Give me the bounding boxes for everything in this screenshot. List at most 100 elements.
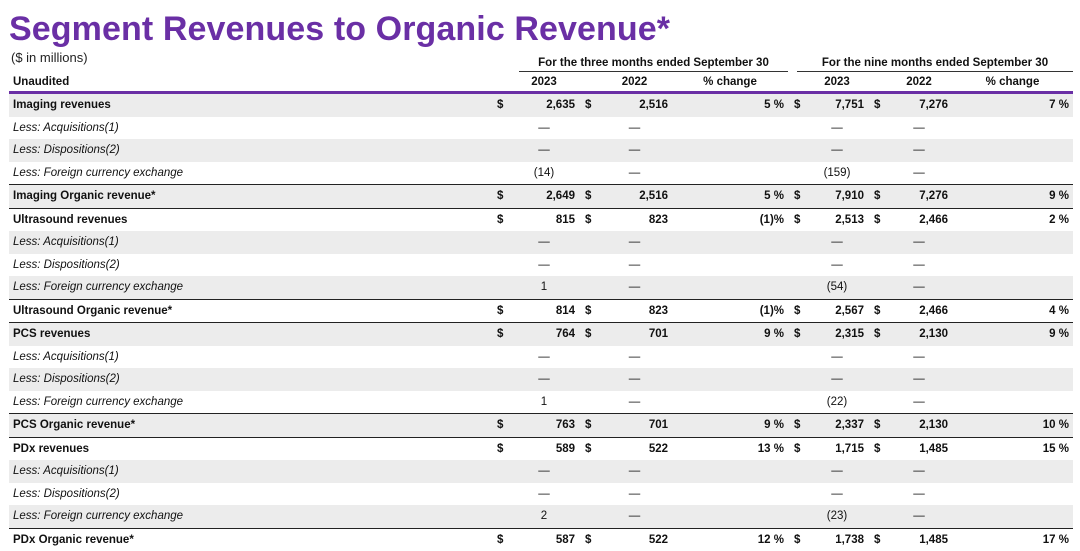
pct-change-three: 13 % — [757, 442, 784, 455]
row-label: Less: Acquisitions(1) — [9, 460, 491, 483]
value-2022-three: 701 — [597, 322, 672, 346]
value-2023-nine: 2,337 — [806, 413, 868, 437]
three-months-group-header: For the three months ended September 30 — [519, 55, 788, 72]
value-2022-three: — — [628, 258, 641, 271]
pct-change-nine: 2 % — [1049, 213, 1069, 226]
dollar-sign: $ — [794, 304, 801, 317]
value-2022-three: 2,516 — [597, 184, 672, 208]
pct-change-nine: 7 % — [952, 92, 1073, 117]
dollar-sign — [579, 368, 597, 391]
value-2023-nine: 7,910 — [806, 184, 868, 208]
dollar-sign: $ — [579, 92, 597, 117]
value-2023-nine: 2,315 — [806, 322, 868, 346]
row-label: PDx revenues — [13, 442, 90, 455]
dollar-sign: $ — [874, 213, 881, 226]
pct-change-three: (1)% — [759, 213, 784, 226]
dollar-sign — [579, 483, 597, 506]
value-2022-nine: — — [913, 350, 925, 363]
col-2022-three: 2022 — [621, 76, 648, 88]
value-2022-nine: — — [913, 166, 925, 179]
value-2023-nine: — — [831, 121, 843, 134]
dollar-sign — [788, 391, 806, 414]
value-2022-three: — — [628, 487, 641, 500]
pct-change-nine — [952, 254, 1073, 277]
pct-change-nine — [952, 117, 1073, 140]
value-2022-three: — — [628, 166, 641, 179]
pct-change-three: (1)% — [759, 304, 784, 317]
pct-change-three: 9 % — [672, 322, 788, 346]
value-2023-three: — — [538, 258, 550, 271]
value-2023-three: 2,649 — [509, 184, 579, 208]
pct-change-nine — [952, 368, 1073, 391]
value-2022-nine: — — [913, 395, 925, 408]
pct-change-three — [672, 391, 788, 414]
pct-change-three — [672, 368, 788, 391]
value-2023-three: — — [509, 460, 579, 483]
dollar-sign — [788, 346, 806, 369]
dollar-sign: $ — [497, 533, 504, 546]
dollar-sign — [788, 162, 806, 185]
dollar-sign — [491, 117, 509, 140]
value-2023-three: 815 — [555, 213, 575, 226]
dollar-sign: $ — [794, 213, 801, 226]
dollar-sign: $ — [585, 213, 592, 226]
dollar-sign — [491, 276, 509, 299]
value-2022-three: 522 — [648, 442, 668, 455]
value-2023-nine: — — [806, 368, 868, 391]
value-2022-three: — — [628, 395, 641, 408]
dollar-sign — [579, 254, 597, 277]
value-2022-three: — — [597, 460, 672, 483]
dollar-sign — [491, 368, 509, 391]
col-pct-nine: % change — [985, 76, 1040, 88]
value-2023-nine: (22) — [826, 395, 848, 408]
pct-change-three — [672, 460, 788, 483]
dollar-sign — [868, 505, 886, 528]
dollar-sign — [788, 368, 806, 391]
value-2023-nine: — — [831, 487, 843, 500]
dollar-sign — [579, 117, 597, 140]
value-2023-nine: (23) — [806, 505, 868, 528]
col-2022-nine: 2022 — [906, 76, 932, 88]
value-2023-three: — — [509, 139, 579, 162]
table-row: PDx Organic revenue* $587 $522 12 % $1,738 $1… — [9, 528, 1073, 551]
pct-change-three — [672, 483, 788, 506]
value-2022-nine: — — [913, 121, 925, 134]
value-2023-nine: — — [806, 231, 868, 254]
value-2023-nine: 1,715 — [835, 442, 864, 455]
table-row: PCS Organic revenue* $763 $701 9 % $2,337 $2,… — [9, 413, 1073, 437]
table-row: PCS revenues $764 $701 9 % $2,315 $2,130 9 % — [9, 322, 1073, 346]
value-2022-nine: — — [886, 368, 952, 391]
value-2023-nine: 2,513 — [835, 213, 864, 226]
pct-change-three — [672, 346, 788, 369]
row-label: Less: Foreign currency exchange — [13, 395, 184, 408]
value-2023-three: — — [538, 121, 550, 134]
dollar-sign — [579, 505, 597, 528]
table-row: Less: Dispositions(2) — — — — — [9, 254, 1073, 277]
dollar-sign — [491, 139, 509, 162]
value-2023-nine: (54) — [806, 276, 868, 299]
dollar-sign — [491, 391, 509, 414]
dollar-sign — [868, 254, 886, 277]
table-row: Less: Acquisitions(1) — — — — — [9, 346, 1073, 369]
dollar-sign — [868, 276, 886, 299]
table-row: Less: Dispositions(2) — — — — — [9, 139, 1073, 162]
value-2023-nine: (159) — [823, 166, 851, 179]
value-2023-three: — — [538, 350, 550, 363]
row-label: Less: Acquisitions(1) — [13, 350, 119, 363]
value-2022-three: 823 — [648, 213, 668, 226]
dollar-sign — [788, 117, 806, 140]
value-2023-nine: 1,738 — [835, 533, 864, 546]
pct-change-nine: 17 % — [1042, 533, 1069, 546]
dollar-sign: $ — [491, 92, 509, 117]
value-2023-three: 2 — [509, 505, 579, 528]
row-label: Ultrasound revenues — [13, 213, 128, 226]
value-2022-three: 823 — [648, 304, 668, 317]
pct-change-three — [672, 139, 788, 162]
value-2023-three: 764 — [509, 322, 579, 346]
value-2023-three: — — [509, 231, 579, 254]
dollar-sign — [868, 391, 886, 414]
table-row: Ultrasound Organic revenue* $814 $823 (1)% $… — [9, 299, 1073, 323]
dollar-sign — [579, 139, 597, 162]
dollar-sign: $ — [874, 533, 881, 546]
dollar-sign: $ — [585, 533, 592, 546]
